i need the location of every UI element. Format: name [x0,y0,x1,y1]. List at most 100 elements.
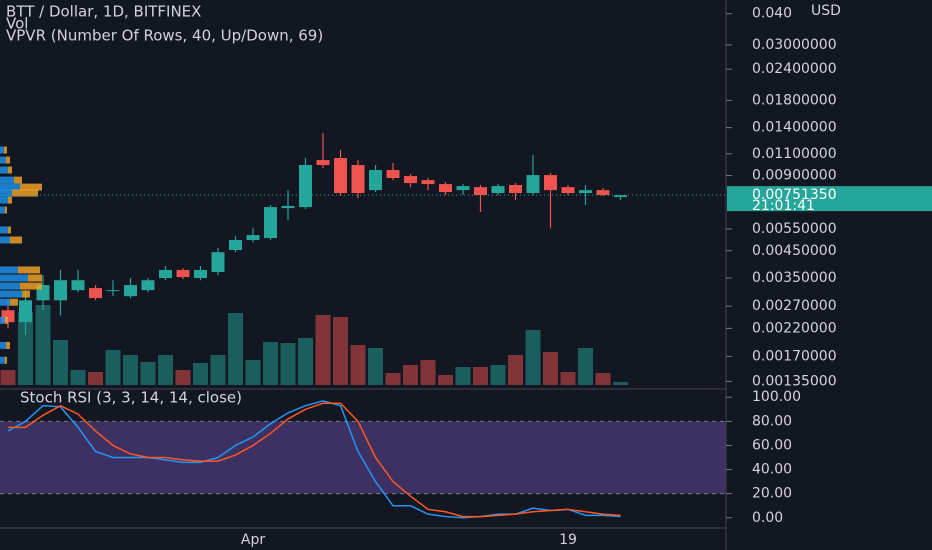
countdown-label: 21:01:41 [752,198,815,214]
volume-bar [473,367,488,385]
y-tick-label: 0.01100000 [752,146,837,162]
vpvr-up [0,183,20,191]
vpvr-up [0,282,20,290]
vpvr-down [12,189,38,197]
volume-bar [385,373,401,385]
volume-bar [88,372,103,385]
volume-bar [508,355,523,385]
vpvr-down [22,290,30,298]
candle-body [369,170,382,191]
candle-body [246,235,260,240]
chart-title: BTT / Dollar, 1D, BITFINEX [6,3,201,21]
candle-body [211,252,225,272]
volume-bar [53,340,68,385]
volume-bar [18,312,33,385]
candle-body [89,288,102,299]
vpvr-up [0,206,5,214]
vpvr-up [0,298,10,306]
candle-body [509,185,522,194]
y-tick-label: 0.00270000 [752,298,837,314]
y-tick-label: 0.00 [752,510,783,526]
y-tick-label: 0.02400000 [752,61,837,77]
volume-bar [560,372,576,385]
volume-bar [228,313,243,385]
y-tick-label: 0.03000000 [752,37,837,53]
indicator-label: Stoch RSI (3, 3, 14, 14, close) [20,389,242,407]
vpvr-up [0,189,12,197]
currency-box [792,0,860,22]
indicator-label: Vol [6,15,28,33]
y-tick-label: 0.00900000 [752,168,837,184]
vpvr-up [0,176,14,184]
vpvr-down [14,176,22,184]
vpvr-down [6,156,10,164]
vpvr-up [0,166,8,174]
y-tick-label: 0.00550000 [752,221,837,237]
indicator-label: VPVR (Number Of Rows, 40, Up/Down, 69) [6,27,323,45]
candle-body [351,165,365,194]
vpvr-up [0,316,5,324]
vpvr-down [5,206,7,214]
stoch-line [8,402,621,518]
vpvr-down [20,282,42,290]
candle-body [159,269,172,279]
candle-body [561,187,575,194]
vpvr-up [0,290,22,298]
y-tick-label: 0.00135000 [752,373,837,389]
volume-bar [578,348,593,385]
volume-bar [158,355,173,385]
vpvr-down [10,298,18,306]
candle-body [334,158,347,194]
y-tick-label: 100.00 [752,389,801,405]
candle-body [614,195,627,198]
volume-bar [438,375,453,385]
plot [0,133,726,519]
volume-bar [105,350,121,385]
volume-bar [455,367,471,385]
candle-body [579,190,592,194]
candle-body [526,175,540,194]
volume-bar [0,370,16,385]
vpvr-down [8,226,11,234]
volume-bar [350,345,366,385]
x-tick-label: 19 [559,532,577,548]
candle-body [281,205,295,209]
candle-body [421,180,435,185]
vpvr-up [0,236,10,244]
candle-body [176,269,190,278]
volume-bar [263,342,278,385]
volume-bar [245,360,261,385]
candle-body [439,184,452,193]
candle-body [71,280,85,291]
candle-body [106,290,120,292]
volume-bar [420,360,436,385]
candle-body [264,207,277,239]
vpvr-up [0,196,8,204]
vpvr-up [0,226,8,234]
y-tick-label: 0.00350000 [752,270,837,286]
vpvr-down [28,274,42,282]
y-tick-label: 80.00 [752,413,792,429]
volume-bar [543,352,558,385]
volume-bar [35,305,51,385]
volume-bar [280,343,296,385]
volume-bar [123,355,138,385]
volume-bar [403,365,418,385]
volume-bar [613,382,628,385]
volume-bar [175,370,191,385]
vpvr-down [4,146,7,154]
vpvr-down [10,236,22,244]
volume-bar [595,373,611,385]
vpvr-up [0,356,5,364]
vpvr-up [0,146,4,154]
volume-bar [368,348,383,385]
candle-body [229,239,242,251]
candle-body [386,170,400,178]
vpvr-down [5,356,7,364]
y-tick-label: 40.00 [752,462,792,478]
candle-body [299,165,312,208]
price-tag-label: 0.00751350 [752,187,837,203]
candle-body [1,310,15,323]
y-tick-label: 0.00220000 [752,320,837,336]
